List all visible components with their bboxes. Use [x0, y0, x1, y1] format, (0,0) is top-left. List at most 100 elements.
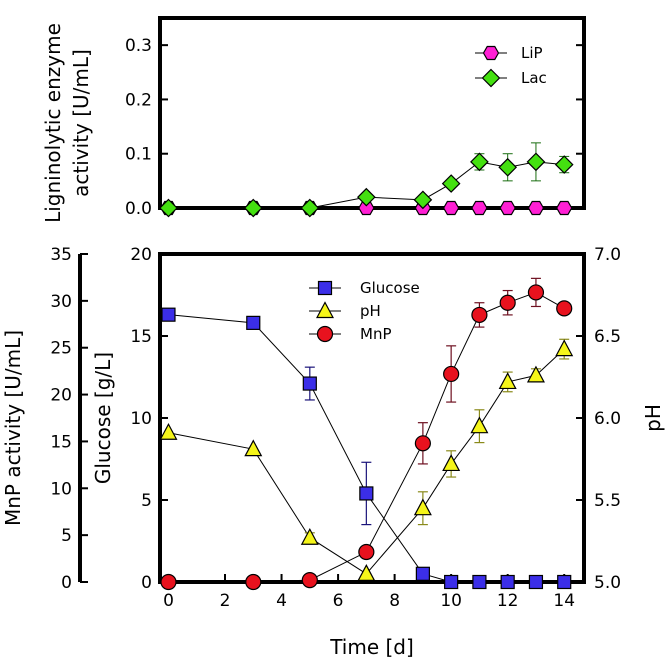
point-ph	[300, 527, 319, 545]
bottom-series-ph	[168, 338, 570, 575]
point-ph	[159, 422, 178, 440]
point-glucose	[500, 574, 515, 590]
top-y-axis-label-line1: Ligninolytic enzyme	[41, 23, 65, 223]
bottom-series-glucose	[168, 314, 565, 583]
top-point-lac	[159, 198, 178, 218]
top-legend-label: LiP	[521, 44, 543, 62]
point-glucose	[246, 315, 261, 330]
top-point-lip	[471, 200, 488, 216]
top-point-lac	[526, 152, 546, 172]
point-mnp	[556, 300, 573, 317]
ph-y-tick-label: 6.5	[594, 327, 621, 347]
mnp-y-tick-label: 5	[61, 526, 72, 546]
x-tick-label: 8	[389, 591, 400, 611]
bottom-panel: 0 5 10 15 20 25 30 35 MnP activity [U/mL] 0 5 10 15 2…	[1, 245, 665, 659]
point-glucose	[302, 376, 317, 391]
series-line-mnp	[168, 291, 565, 583]
point-mnp	[443, 365, 460, 383]
top-y-tick-label: 0.3	[125, 36, 152, 56]
point-ph	[498, 372, 517, 390]
x-tick-label: 12	[497, 591, 519, 611]
top-point-lac	[470, 152, 489, 172]
point-glucose	[161, 307, 176, 322]
x-tick-label: 4	[276, 591, 287, 611]
ph-y-tick-label: 7.0	[594, 245, 621, 265]
x-tick-label: 10	[440, 591, 462, 611]
top-point-lac	[356, 187, 376, 207]
point-glucose	[415, 566, 430, 581]
point-mnp	[414, 435, 431, 452]
point-ph	[442, 454, 461, 472]
top-point-lac	[300, 198, 320, 218]
mnp-y-tick-label: 15	[50, 432, 72, 452]
top-point-lip	[442, 200, 460, 216]
glucose-axis-label: Glucose [g/L]	[91, 352, 115, 484]
x-tick-label: 0	[163, 591, 174, 611]
point-mnp	[499, 294, 516, 311]
ph-axis-label: pH	[641, 404, 665, 432]
point-ph	[470, 416, 489, 434]
bottom-legend-label: MnP	[360, 325, 392, 343]
bottom-legend-marker-ph	[316, 301, 334, 319]
top-point-lac	[498, 157, 518, 177]
point-glucose	[359, 486, 374, 501]
mnp-y-tick-label: 30	[50, 292, 72, 312]
glucose-y-tick-label: 20	[130, 245, 152, 265]
mnp-y-tick-label: 35	[50, 245, 72, 265]
x-tick-label: 6	[333, 591, 344, 611]
point-ph	[413, 498, 432, 516]
top-point-lip	[527, 200, 545, 216]
point-ph	[555, 339, 574, 357]
point-mnp	[301, 572, 318, 589]
top-series-lac	[159, 142, 574, 218]
ph-y-tick-label: 5.5	[594, 491, 621, 511]
point-glucose	[472, 574, 487, 590]
ph-y-tick-label: 6.0	[594, 409, 621, 429]
glucose-y-tick-label: 15	[130, 327, 152, 347]
bottom-markers-glucose	[161, 307, 572, 590]
series-line-ph	[168, 348, 565, 575]
mnp-y-tick-label: 10	[50, 479, 72, 499]
top-point-lac	[554, 155, 574, 174]
mnp-y-tick-label: 25	[50, 339, 72, 359]
top-point-lac	[441, 174, 461, 193]
point-ph	[244, 439, 263, 457]
point-mnp	[527, 284, 545, 301]
top-legend-marker-lip	[482, 45, 500, 61]
x-tick-label: 14	[553, 591, 575, 611]
top-panel: 0.0 0.1 0.2 0.3 Ligninolytic enzyme activity …	[41, 16, 586, 223]
top-y-tick-label: 0.2	[125, 90, 152, 110]
top-legend-marker-lac	[481, 68, 501, 88]
x-tick-label: 2	[220, 591, 231, 611]
bottom-legend-label: pH	[360, 302, 381, 320]
top-point-lac	[413, 190, 433, 210]
glucose-y-tick-label: 5	[141, 491, 152, 511]
mnp-y-tick-label: 20	[50, 386, 72, 406]
bottom-legend-marker-glucose	[317, 280, 333, 296]
top-y-tick-label: 0.1	[125, 145, 152, 165]
x-axis-label: Time [d]	[329, 635, 414, 659]
top-legend-label: Lac	[521, 69, 547, 87]
bottom-legend-label: Glucose	[360, 279, 420, 297]
bottom-markers-mnp	[160, 284, 573, 591]
top-y-axis-label-line2: activity [U/mL]	[69, 49, 93, 197]
point-ph	[526, 365, 545, 383]
glucose-y-tick-label: 10	[130, 409, 152, 429]
point-mnp	[471, 306, 488, 324]
top-point-lip	[556, 200, 573, 216]
bottom-markers-ph	[159, 339, 574, 581]
mnp-axis-label: MnP activity [U/mL]	[1, 330, 25, 526]
top-series-line-lac	[168, 161, 565, 209]
ph-y-tick-label: 5.0	[594, 573, 621, 593]
bottom-series-mnp	[168, 277, 565, 583]
point-glucose	[557, 574, 572, 590]
point-glucose	[528, 574, 544, 590]
point-glucose	[444, 574, 459, 590]
point-mnp	[160, 573, 177, 591]
glucose-y-tick-label: 0	[141, 573, 152, 593]
series-line-glucose	[168, 314, 565, 583]
point-ph	[357, 564, 376, 581]
top-y-tick-label: 0.0	[125, 199, 152, 219]
